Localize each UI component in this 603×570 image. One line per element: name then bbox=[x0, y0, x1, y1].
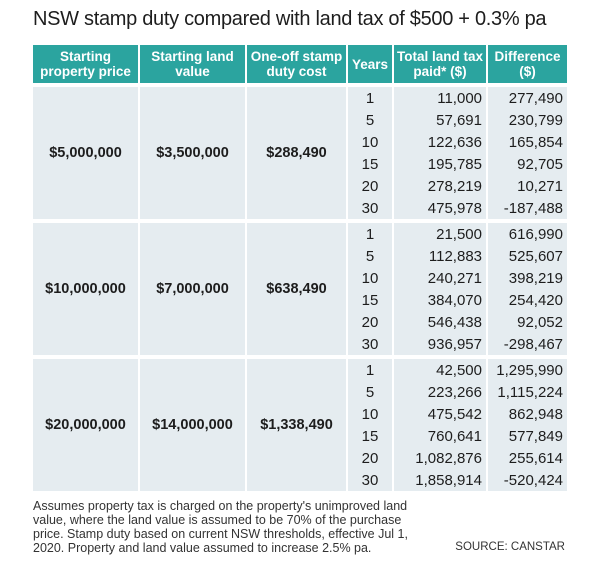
land-tax: 57,691 bbox=[392, 109, 487, 131]
difference: 92,052 bbox=[486, 311, 567, 333]
source: SOURCE: CANSTAR bbox=[455, 541, 565, 553]
land-tax: 475,542 bbox=[392, 403, 487, 425]
difference: 577,849 bbox=[486, 425, 567, 447]
table-row: $10,000,000 $7,000,000 $638,490 1 21,500 616,… bbox=[33, 219, 567, 357]
difference: 254,420 bbox=[486, 289, 567, 311]
table-row: 10 122,636 165,854 bbox=[33, 131, 567, 153]
years: 1 bbox=[346, 219, 393, 245]
difference: 1,115,224 bbox=[486, 381, 567, 403]
land-tax: 936,957 bbox=[392, 333, 487, 357]
property-price: $10,000,000 bbox=[33, 219, 139, 357]
table-row: 30 475,978 -187,488 bbox=[33, 197, 567, 221]
years: 10 bbox=[346, 267, 393, 289]
title: NSW stamp duty compared with land tax of… bbox=[33, 8, 547, 30]
table-row: 5 57,691 230,799 bbox=[33, 109, 567, 131]
years: 20 bbox=[346, 175, 393, 197]
difference: 616,990 bbox=[486, 219, 567, 245]
land-tax: 384,070 bbox=[392, 289, 487, 311]
land-tax: 546,438 bbox=[392, 311, 487, 333]
land-tax: 1,082,876 bbox=[392, 447, 487, 469]
difference: 230,799 bbox=[486, 109, 567, 131]
table-row: 10 475,542 862,948 bbox=[33, 403, 567, 425]
land-tax: 223,266 bbox=[392, 381, 487, 403]
years: 15 bbox=[346, 425, 393, 447]
years: 15 bbox=[346, 153, 393, 175]
years: 20 bbox=[346, 311, 393, 333]
land-tax: 42,500 bbox=[392, 355, 487, 381]
years: 1 bbox=[346, 355, 393, 381]
years: 5 bbox=[346, 109, 393, 131]
table-row: 15 384,070 254,420 bbox=[33, 289, 567, 311]
land-tax: 11,000 bbox=[392, 83, 487, 109]
table-row: 5 112,883 525,607 bbox=[33, 245, 567, 267]
table-row: 15 760,641 577,849 bbox=[33, 425, 567, 447]
difference: -187,488 bbox=[486, 197, 567, 221]
difference: 165,854 bbox=[486, 131, 567, 153]
table-row: 20 278,219 10,271 bbox=[33, 175, 567, 197]
footnote: Assumes property tax is charged on the p… bbox=[33, 499, 408, 555]
difference: 862,948 bbox=[486, 403, 567, 425]
table-row: 15 195,785 92,705 bbox=[33, 153, 567, 175]
land-value: $14,000,000 bbox=[138, 355, 246, 491]
difference: 255,614 bbox=[486, 447, 567, 469]
years: 30 bbox=[346, 469, 393, 491]
column-header: Difference ($) bbox=[486, 45, 567, 85]
land-tax: 240,271 bbox=[392, 267, 487, 289]
header-row: Starting property price Starting land val… bbox=[33, 45, 567, 85]
land-tax: 760,641 bbox=[392, 425, 487, 447]
difference: 1,295,990 bbox=[486, 355, 567, 381]
land-tax: 278,219 bbox=[392, 175, 487, 197]
years: 5 bbox=[346, 245, 393, 267]
table-row: 5 223,266 1,115,224 bbox=[33, 381, 567, 403]
table-row: $20,000,000 $14,000,000 $1,338,490 1 42,500 1… bbox=[33, 355, 567, 491]
stamp-duty: $638,490 bbox=[245, 219, 347, 357]
column-header: Starting property price bbox=[33, 45, 139, 85]
years: 15 bbox=[346, 289, 393, 311]
years: 1 bbox=[346, 83, 393, 109]
difference: -298,467 bbox=[486, 333, 567, 357]
table-body: $5,000,000 $3,500,000 $288,490 1 11,000 277,4… bbox=[33, 83, 567, 491]
land-value: $7,000,000 bbox=[138, 219, 246, 357]
column-header: Total land tax paid* ($) bbox=[392, 45, 487, 85]
difference: 525,607 bbox=[486, 245, 567, 267]
table-row: $5,000,000 $3,500,000 $288,490 1 11,000 277,4… bbox=[33, 83, 567, 221]
table-row: 30 1,858,914 -520,424 bbox=[33, 469, 567, 491]
difference: -520,424 bbox=[486, 469, 567, 491]
difference: 92,705 bbox=[486, 153, 567, 175]
property-price: $5,000,000 bbox=[33, 83, 139, 221]
years: 10 bbox=[346, 131, 393, 153]
years: 20 bbox=[346, 447, 393, 469]
land-tax: 122,636 bbox=[392, 131, 487, 153]
property-price: $20,000,000 bbox=[33, 355, 139, 491]
column-header: Starting land value bbox=[138, 45, 246, 85]
land-tax: 475,978 bbox=[392, 197, 487, 221]
stamp-duty: $1,338,490 bbox=[245, 355, 347, 491]
difference: 277,490 bbox=[486, 83, 567, 109]
comparison-table: Starting property price Starting land val… bbox=[33, 45, 567, 491]
land-tax: 1,858,914 bbox=[392, 469, 487, 491]
years: 30 bbox=[346, 333, 393, 357]
years: 30 bbox=[346, 197, 393, 221]
land-tax: 195,785 bbox=[392, 153, 487, 175]
column-header: Years bbox=[346, 45, 393, 85]
years: 10 bbox=[346, 403, 393, 425]
years: 5 bbox=[346, 381, 393, 403]
table-header: Starting property price Starting land val… bbox=[33, 45, 567, 85]
table-row: 20 1,082,876 255,614 bbox=[33, 447, 567, 469]
column-header: One-off stamp duty cost bbox=[245, 45, 347, 85]
table-row: 10 240,271 398,219 bbox=[33, 267, 567, 289]
land-tax: 112,883 bbox=[392, 245, 487, 267]
difference: 10,271 bbox=[486, 175, 567, 197]
table-row: 30 936,957 -298,467 bbox=[33, 333, 567, 357]
table-row: 20 546,438 92,052 bbox=[33, 311, 567, 333]
stamp-duty: $288,490 bbox=[245, 83, 347, 221]
land-value: $3,500,000 bbox=[138, 83, 246, 221]
land-tax: 21,500 bbox=[392, 219, 487, 245]
difference: 398,219 bbox=[486, 267, 567, 289]
